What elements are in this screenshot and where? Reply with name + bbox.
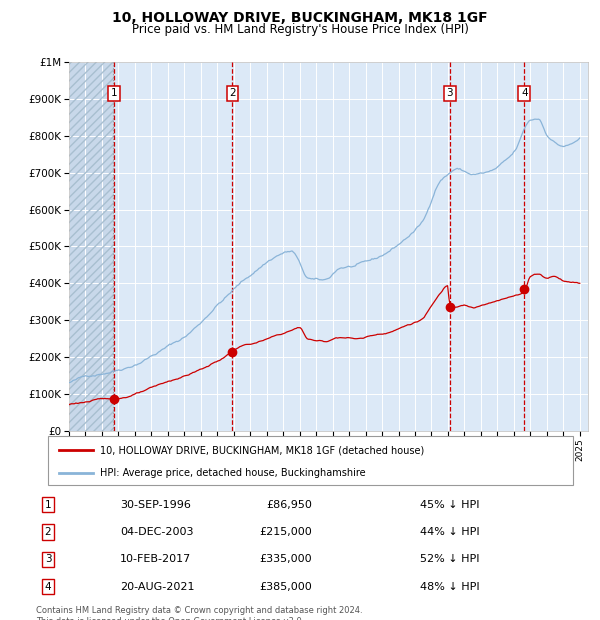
Text: 3: 3	[446, 89, 453, 99]
Text: 2: 2	[44, 527, 52, 537]
Text: 1: 1	[111, 89, 118, 99]
Text: 10-FEB-2017: 10-FEB-2017	[120, 554, 191, 564]
Text: HPI: Average price, detached house, Buckinghamshire: HPI: Average price, detached house, Buck…	[101, 467, 366, 478]
Text: £215,000: £215,000	[259, 527, 312, 537]
Text: £385,000: £385,000	[259, 582, 312, 591]
Bar	[69, 62, 115, 431]
Text: 1: 1	[44, 500, 52, 510]
Text: 2: 2	[229, 89, 236, 99]
Bar	[69, 62, 115, 431]
Text: 45% ↓ HPI: 45% ↓ HPI	[420, 500, 479, 510]
Text: 3: 3	[44, 554, 52, 564]
Text: 44% ↓ HPI: 44% ↓ HPI	[420, 527, 479, 537]
Text: 10, HOLLOWAY DRIVE, BUCKINGHAM, MK18 1GF (detached house): 10, HOLLOWAY DRIVE, BUCKINGHAM, MK18 1GF…	[101, 445, 425, 455]
FancyBboxPatch shape	[48, 436, 573, 485]
Text: Price paid vs. HM Land Registry's House Price Index (HPI): Price paid vs. HM Land Registry's House …	[131, 23, 469, 36]
Text: Contains HM Land Registry data © Crown copyright and database right 2024.
This d: Contains HM Land Registry data © Crown c…	[36, 606, 362, 620]
Text: 52% ↓ HPI: 52% ↓ HPI	[420, 554, 479, 564]
Text: 48% ↓ HPI: 48% ↓ HPI	[420, 582, 479, 591]
Text: £86,950: £86,950	[266, 500, 312, 510]
Text: 04-DEC-2003: 04-DEC-2003	[120, 527, 193, 537]
Text: £335,000: £335,000	[259, 554, 312, 564]
Text: 30-SEP-1996: 30-SEP-1996	[120, 500, 191, 510]
Text: 4: 4	[521, 89, 528, 99]
Text: 20-AUG-2021: 20-AUG-2021	[120, 582, 194, 591]
Text: 4: 4	[44, 582, 52, 591]
Text: 10, HOLLOWAY DRIVE, BUCKINGHAM, MK18 1GF: 10, HOLLOWAY DRIVE, BUCKINGHAM, MK18 1GF	[112, 11, 488, 25]
